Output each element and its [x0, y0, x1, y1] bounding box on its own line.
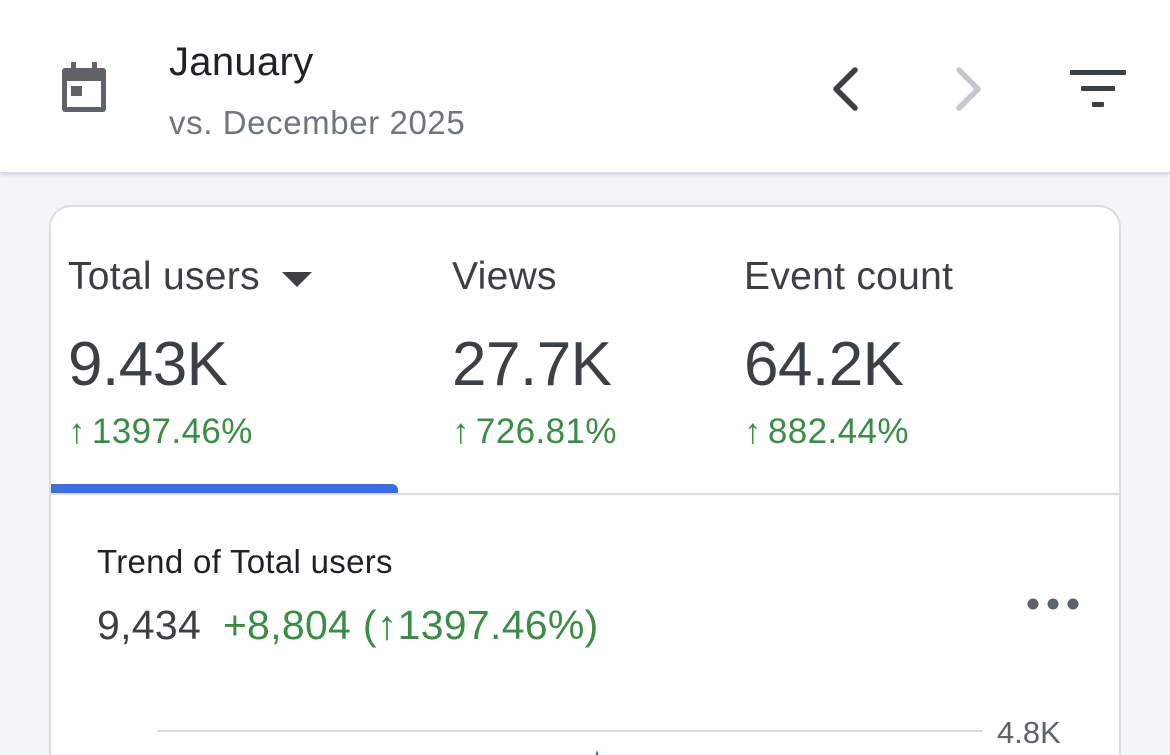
chevron-left-icon[interactable] — [822, 62, 872, 116]
more-horizontal-icon[interactable] — [1025, 589, 1081, 619]
comparison-period: vs. December 2025 — [169, 104, 466, 141]
metric-tab-event-count[interactable]: Event count 64.2K ↑ 882.44% — [744, 255, 953, 452]
active-tab-indicator — [51, 484, 398, 494]
metric-change-value: 1397.46% — [91, 412, 253, 451]
metric-change: ↑ 1397.46% — [68, 412, 312, 452]
arrow-up-icon: ↑ — [744, 412, 762, 451]
metric-tab-views[interactable]: Views 27.7K ↑ 726.81% — [452, 255, 617, 452]
metrics-card: Total users 9.43K ↑ 1397.46% Views 27.7K … — [49, 205, 1121, 755]
y-tick-label: 4.8K — [997, 715, 1061, 750]
metric-value: 9.43K — [68, 330, 228, 399]
tab-divider — [51, 493, 1119, 495]
metric-label-text: Views — [452, 255, 557, 298]
metric-value: 27.7K — [452, 330, 612, 399]
trend-delta: +8,804 (↑1397.46%) — [222, 602, 599, 648]
metric-tab-total-users[interactable]: Total users 9.43K ↑ 1397.46% — [68, 255, 312, 452]
trend-total: 9,434 — [97, 602, 202, 648]
metric-label-text: Total users — [68, 255, 260, 298]
metric-label: Total users — [68, 255, 312, 299]
filter-icon[interactable] — [1066, 66, 1130, 112]
metric-label: Event count — [744, 255, 953, 299]
metric-change: ↑ 726.81% — [452, 412, 617, 452]
selected-month[interactable]: January — [169, 40, 314, 84]
chevron-right-icon[interactable] — [942, 62, 992, 116]
trend-title: Trend of Total users — [97, 543, 393, 580]
metric-value: 64.2K — [744, 330, 904, 399]
date-range-header: January vs. December 2025 — [0, 0, 1170, 173]
arrow-up-icon: ↑ — [68, 412, 86, 451]
arrow-up-icon: ↑ — [452, 412, 470, 451]
metric-label-text: Event count — [744, 255, 954, 298]
trend-summary: 9,434 +8,804 (↑1397.46%) — [97, 602, 599, 649]
metric-change: ↑ 882.44% — [744, 412, 953, 452]
metric-label: Views — [452, 255, 617, 299]
calendar-icon[interactable] — [58, 60, 110, 116]
metric-change-value: 882.44% — [767, 412, 909, 451]
dropdown-arrow-icon[interactable] — [281, 271, 312, 287]
metric-change-value: 726.81% — [475, 412, 617, 451]
trend-chart: 4.8K — [157, 715, 1061, 755]
